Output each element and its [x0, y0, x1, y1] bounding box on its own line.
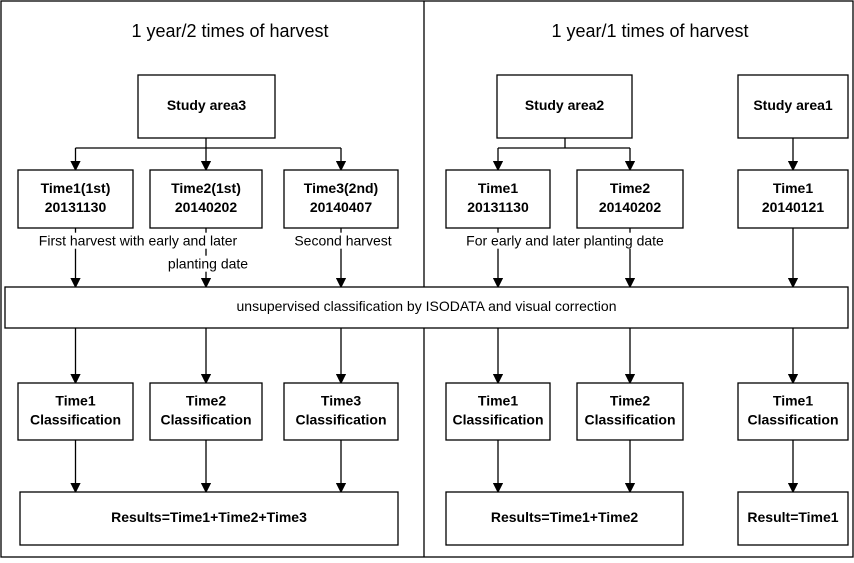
time-box	[149, 169, 263, 229]
panel-title: 1 year/2 times of harvest	[131, 21, 328, 41]
classification-box	[445, 382, 551, 441]
study-area-label: Study area3	[167, 97, 247, 113]
time-box-label: Time1	[478, 180, 518, 196]
time-box	[17, 169, 134, 229]
time-box-label: Time2	[610, 180, 650, 196]
result-box-label: Results=Time1+Time2+Time3	[111, 509, 307, 525]
classification-box	[576, 382, 684, 441]
time-box-label: 20131130	[45, 199, 107, 215]
note-bg	[294, 232, 392, 249]
classification-box-label: Classification	[584, 412, 675, 428]
study-area-label: Study area2	[525, 97, 605, 113]
classification-box-label: Time2	[186, 393, 226, 409]
classification-box-label: Time2	[610, 393, 650, 409]
time-box-label: 20140121	[762, 199, 825, 215]
note-bg	[38, 232, 238, 249]
note: Second harvest	[294, 233, 391, 249]
note: For early and later planting date	[466, 233, 664, 249]
connector	[75, 138, 341, 149]
panel-title: 1 year/1 times of harvest	[551, 21, 748, 41]
classification-box-label: Time3	[321, 393, 361, 409]
time-box-label: Time2(1st)	[171, 180, 241, 196]
time-box	[445, 169, 551, 229]
classification-box	[737, 382, 849, 441]
time-box-label: Time1	[773, 180, 813, 196]
result-box-label: Result=Time1	[747, 509, 838, 525]
classification-box-label: Time1	[773, 393, 813, 409]
note-bg	[167, 255, 249, 272]
time-box-label: 20131130	[467, 199, 529, 215]
classification-box-label: Classification	[30, 412, 121, 428]
classification-box-label: Time1	[478, 393, 518, 409]
classification-box-label: Classification	[452, 412, 543, 428]
connector	[498, 138, 630, 149]
classification-box-label: Classification	[295, 412, 386, 428]
note: planting date	[168, 256, 248, 272]
time-box	[576, 169, 684, 229]
time-box-label: 20140202	[599, 199, 662, 215]
result-box-label: Results=Time1+Time2	[491, 509, 639, 525]
classification-box-label: Time1	[55, 393, 95, 409]
time-box-label: Time3(2nd)	[304, 180, 378, 196]
process-box-label: unsupervised classification by ISODATA a…	[237, 298, 617, 314]
classification-box-label: Classification	[160, 412, 251, 428]
result-box	[19, 491, 399, 546]
study-area	[496, 74, 633, 139]
result-box	[445, 491, 684, 546]
note-bg	[466, 232, 665, 249]
classification-box-label: Classification	[747, 412, 838, 428]
result-box	[737, 491, 849, 546]
classification-box	[283, 382, 399, 441]
classification-box	[17, 382, 134, 441]
time-box	[283, 169, 399, 229]
study-area-label: Study area1	[753, 97, 833, 113]
time-box-label: 20140202	[175, 199, 238, 215]
time-box-label: 20140407	[310, 199, 373, 215]
classification-box	[149, 382, 263, 441]
note: First harvest with early and later	[39, 233, 238, 249]
time-box	[737, 169, 849, 229]
time-box-label: Time1(1st)	[41, 180, 111, 196]
process-box	[4, 286, 849, 329]
